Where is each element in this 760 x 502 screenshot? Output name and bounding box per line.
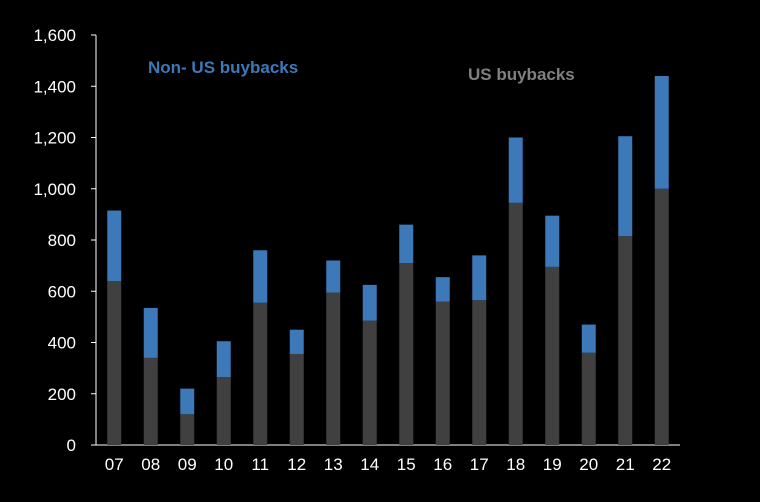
- y-tick-label: 400: [48, 334, 76, 353]
- non-us-buybacks-bar-12: [289, 329, 304, 355]
- x-tick-label: 09: [178, 455, 197, 474]
- x-tick-label: 13: [324, 455, 343, 474]
- non-us-buybacks-bar-20: [581, 324, 596, 353]
- x-tick-label: 12: [287, 455, 306, 474]
- us-buybacks-bar-21: [618, 236, 633, 445]
- non-us-buybacks-bar-17: [472, 255, 487, 301]
- x-tick-label: 16: [433, 455, 452, 474]
- non-us-buybacks-bar-11: [253, 250, 268, 303]
- non-us-buybacks-bar-13: [326, 260, 341, 293]
- x-tick-label: 15: [397, 455, 416, 474]
- non-us-buybacks-bar-07: [107, 210, 122, 281]
- x-axis: 07 08 09 10 11 12 13 14 15 16 17 18 19 20 21 22: [96, 444, 680, 474]
- us-buybacks-bar-15: [399, 263, 414, 445]
- us-buybacks-bar-22: [654, 188, 669, 445]
- us-buybacks-bar-19: [545, 266, 560, 445]
- us-buybacks-bar-18: [508, 202, 523, 445]
- y-tick-label: 200: [48, 385, 76, 404]
- non-us-buybacks-bar-16: [435, 277, 450, 302]
- bars: [107, 76, 669, 445]
- x-tick-label: 08: [141, 455, 160, 474]
- x-tick-label: 18: [506, 455, 525, 474]
- non-us-buybacks-bar-15: [399, 224, 414, 264]
- non-us-buybacks-bar-10: [216, 341, 231, 378]
- us-buybacks-bar-07: [107, 281, 122, 445]
- us-buybacks-bar-14: [362, 320, 377, 445]
- us-buybacks-bar-12: [289, 354, 304, 445]
- x-tick-label: 17: [470, 455, 489, 474]
- non-us-buybacks-bar-14: [362, 284, 377, 321]
- y-tick-label: 800: [48, 231, 76, 250]
- x-tick-label: 21: [616, 455, 635, 474]
- us-buybacks-bar-17: [472, 300, 487, 445]
- x-tick-label: 19: [543, 455, 562, 474]
- y-tick-label: 1,600: [33, 26, 76, 45]
- y-tick-label: 0: [67, 436, 76, 455]
- non-us-buybacks-bar-19: [545, 215, 560, 267]
- y-tick-label: 1,200: [33, 129, 76, 148]
- us-buybacks-bar-11: [253, 302, 268, 445]
- x-tick-label: 07: [105, 455, 124, 474]
- us-buybacks-bar-16: [435, 301, 450, 445]
- y-axis: 0 200 400 600 800 1,000 1,200 1,400 1,600: [33, 26, 97, 455]
- us-buybacks-bar-08: [143, 357, 158, 445]
- x-tick-label: 22: [652, 455, 671, 474]
- legend-non-us-buybacks: Non- US buybacks: [148, 58, 298, 77]
- y-tick-label: 600: [48, 282, 76, 301]
- non-us-buybacks-bar-22: [654, 76, 669, 189]
- non-us-buybacks-bar-21: [618, 136, 633, 237]
- x-tick-label: 11: [251, 455, 269, 474]
- legend-us-buybacks: US buybacks: [468, 65, 575, 84]
- non-us-buybacks-bar-08: [143, 307, 158, 358]
- us-buybacks-bar-13: [326, 292, 341, 445]
- non-us-buybacks-bar-18: [508, 137, 523, 203]
- y-tick-label: 1,400: [33, 77, 76, 96]
- us-buybacks-bar-10: [216, 377, 231, 445]
- x-tick-label: 14: [360, 455, 379, 474]
- y-tick-label: 1,000: [33, 180, 76, 199]
- us-buybacks-bar-09: [180, 414, 195, 445]
- us-buybacks-bar-20: [581, 352, 596, 445]
- x-tick-label: 20: [579, 455, 598, 474]
- x-tick-label: 10: [214, 455, 233, 474]
- non-us-buybacks-bar-09: [180, 388, 195, 415]
